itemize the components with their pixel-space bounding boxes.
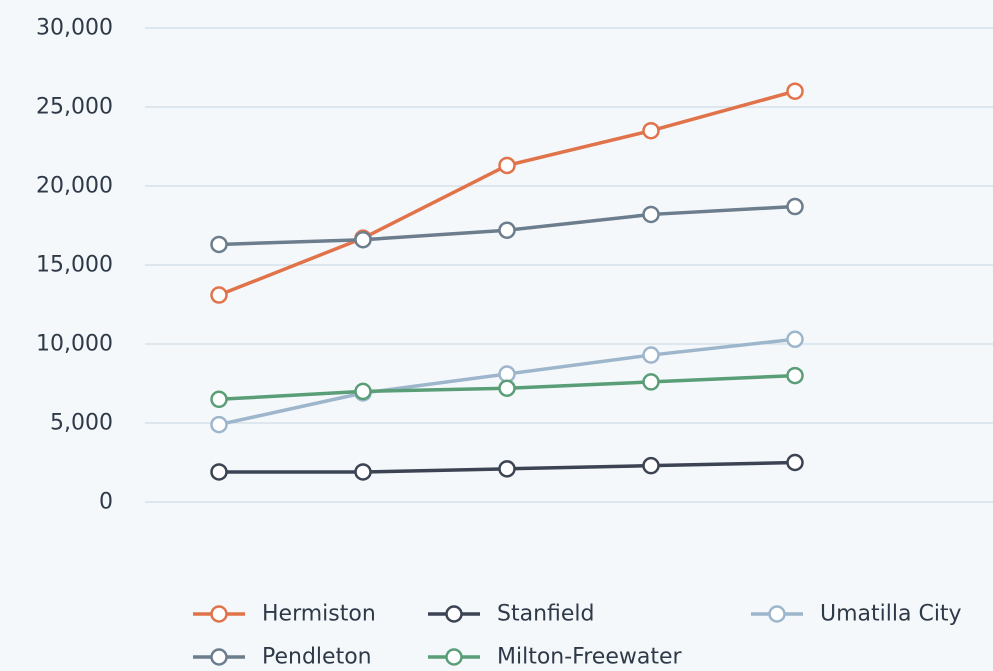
y-axis-tick-labels: 0 5,000 10,000 15,000 20,000 25,000 30,000	[36, 16, 113, 515]
data-point[interactable]	[498, 156, 516, 175]
legend-label: Stanfield	[497, 602, 595, 627]
data-point[interactable]	[498, 365, 516, 383]
y-tick-label: 15,000	[36, 253, 113, 278]
y-tick-label: 25,000	[36, 95, 113, 120]
data-point[interactable]	[354, 382, 372, 401]
legend-marker-icon	[445, 648, 463, 666]
data-point[interactable]	[786, 197, 804, 216]
data-point[interactable]	[642, 373, 660, 391]
legend-item[interactable]: Stanfield	[428, 602, 595, 627]
y-tick-label: 20,000	[36, 174, 113, 199]
gridlines	[145, 27, 993, 503]
legend-label: Pendleton	[262, 645, 372, 670]
data-point[interactable]	[354, 463, 372, 481]
data-point[interactable]	[498, 379, 516, 397]
data-point[interactable]	[354, 230, 372, 249]
data-point[interactable]	[210, 235, 228, 254]
data-point[interactable]	[786, 366, 804, 385]
legend-marker-icon	[768, 605, 786, 623]
data-point[interactable]	[210, 390, 228, 409]
data-point[interactable]	[210, 463, 228, 481]
legend-item[interactable]: Pendleton	[193, 645, 372, 670]
y-tick-label: 0	[99, 490, 113, 515]
y-tick-label: 5,000	[50, 411, 113, 436]
legend-item[interactable]: Hermiston	[193, 602, 376, 627]
data-point[interactable]	[642, 456, 660, 475]
series-stanfield	[210, 453, 804, 481]
y-tick-label: 30,000	[36, 16, 113, 41]
data-point[interactable]	[210, 286, 228, 304]
legend-marker-icon	[445, 605, 463, 623]
data-point[interactable]	[498, 460, 516, 478]
series-hermiston	[210, 82, 804, 304]
legend-marker-icon	[210, 605, 228, 623]
data-point[interactable]	[498, 221, 516, 239]
series-milton-freewater	[210, 366, 804, 409]
data-point[interactable]	[786, 330, 804, 349]
data-point[interactable]	[642, 121, 660, 140]
legend-label: Umatilla City	[820, 602, 962, 627]
legend: Hermiston Stanfield Umatilla City Pendleton…	[193, 602, 962, 670]
legend-marker-icon	[210, 648, 228, 666]
data-point[interactable]	[642, 346, 660, 364]
data-point[interactable]	[642, 205, 660, 224]
legend-label: Hermiston	[262, 602, 376, 627]
series-lines	[210, 82, 804, 481]
y-tick-label: 10,000	[36, 332, 113, 357]
data-point[interactable]	[786, 453, 804, 472]
legend-item[interactable]: Umatilla City	[751, 602, 962, 627]
legend-item[interactable]: Milton-Freewater	[428, 645, 682, 670]
series-pendleton	[210, 197, 804, 254]
data-point[interactable]	[786, 82, 804, 100]
legend-label: Milton-Freewater	[497, 645, 682, 670]
data-point[interactable]	[210, 415, 228, 434]
